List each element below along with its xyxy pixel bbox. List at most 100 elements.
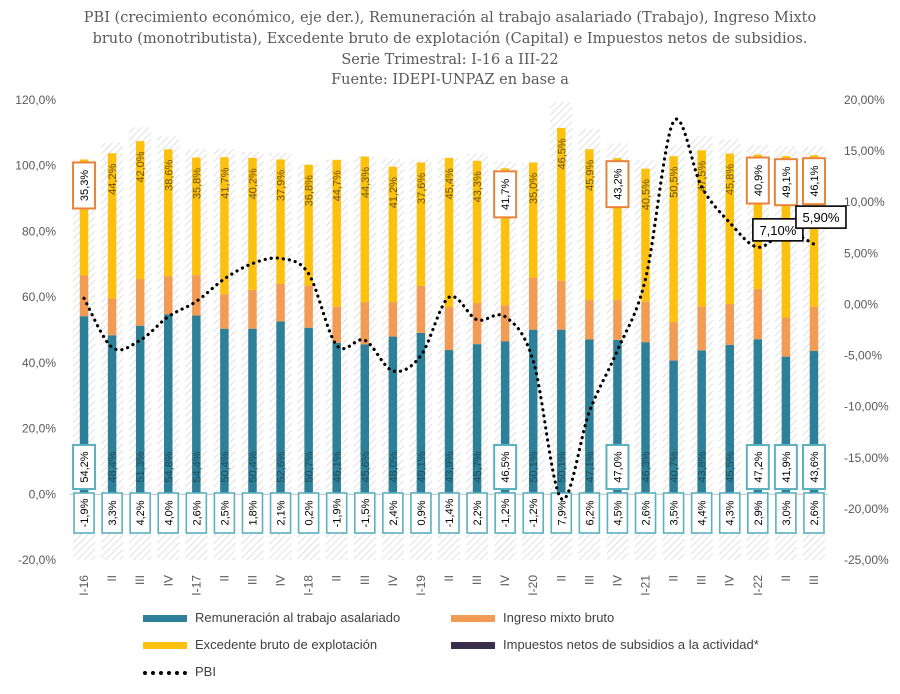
bar-ingreso-mixto <box>528 277 538 330</box>
chart-subtitle: Serie Trimestral: I-16 a III-22 <box>341 52 559 68</box>
impuestos-data-label: 4,2% <box>135 500 147 525</box>
excedente-data-label: 45,8% <box>725 164 737 195</box>
excedente-data-label: 37,6% <box>416 173 428 204</box>
impuestos-label-box <box>718 492 741 534</box>
bar-remuneracion <box>135 325 145 495</box>
bar-ingreso-mixto <box>107 298 117 336</box>
bar-ingreso-mixto <box>809 306 819 352</box>
legend-swatch-ingreso-mixto <box>451 615 495 622</box>
bar-excedente <box>107 153 117 299</box>
remuneracion-data-label: 48,0% <box>388 451 400 482</box>
stacked-bar-chart: -20,0% 0,0% 20,0% 40,0% 60,0% 80,0% 100,0% 120,… <box>15 93 889 596</box>
impuestos-data-label: 2,6% <box>641 500 653 525</box>
excedente-data-label: 46,1% <box>809 165 821 196</box>
bar-excedente <box>79 159 89 276</box>
legend-label-impuestos: Impuestos netos de subsidios a la activi… <box>503 637 759 652</box>
bar-ingreso-mixto <box>135 279 145 326</box>
x-axis-tick-label: I-21 <box>639 575 653 596</box>
right-axis-tick-label: -15,00% <box>844 451 889 465</box>
x-axis-tick-label: III <box>695 575 709 585</box>
x-axis-tick-label: II <box>105 575 119 582</box>
x-axis-tick-label: II <box>779 575 793 582</box>
bar-ingreso-mixto <box>248 289 257 329</box>
x-axis-tick-label: IV <box>274 575 288 586</box>
bar-ingreso-mixto <box>500 305 510 342</box>
left-axis-tick-label: 80,0% <box>22 224 56 238</box>
x-axis-tick-label: I-17 <box>189 575 203 596</box>
impuestos-data-label: -1,5% <box>360 498 372 527</box>
remuneracion-data-label: 47,1% <box>584 451 596 482</box>
impuestos-label-box <box>241 492 264 534</box>
impuestos-label-box <box>662 492 685 534</box>
impuestos-label-box <box>578 492 601 534</box>
excedente-data-label: 40,2% <box>247 168 259 199</box>
bar-excedente <box>725 153 734 305</box>
bar-excedente <box>164 149 173 277</box>
bar-ingreso-mixto <box>444 307 454 351</box>
bar-ingreso-mixto <box>613 300 622 340</box>
impuestos-data-label: 6,2% <box>584 500 596 525</box>
remuneracion-data-label: 54,4% <box>191 451 203 482</box>
bar-excedente <box>248 157 257 290</box>
bar-excedente <box>641 168 650 302</box>
bar-excedente <box>557 127 566 281</box>
impuestos-label-box <box>550 492 573 534</box>
impuestos-data-label: 2,4% <box>388 500 400 525</box>
x-axis-tick-label: I-19 <box>414 575 428 596</box>
bar-excedente <box>388 166 398 303</box>
impuestos-label-box <box>634 492 657 534</box>
bar-remuneracion <box>107 335 117 495</box>
remuneracion-data-label: 40,7% <box>669 451 681 482</box>
excedente-label-box <box>493 170 518 219</box>
remuneracion-data-label: 50,7% <box>304 451 316 482</box>
bar-excedente <box>416 162 426 286</box>
impuestos-data-label: 2,6% <box>191 500 203 525</box>
bar-remuneracion <box>557 329 566 495</box>
remuneracion-data-label: 45,6% <box>360 451 372 482</box>
impuestos-label-box <box>382 492 404 534</box>
bar-excedente <box>669 156 678 323</box>
excedente-label-box <box>72 161 97 210</box>
impuestos-label-box <box>325 492 348 534</box>
legend-swatch-remuneracion <box>143 615 187 622</box>
bar-excedente <box>528 162 538 278</box>
excedente-data-label: 41,7% <box>219 167 231 198</box>
legend-swatch-excedente <box>143 642 187 649</box>
remuneracion-data-label: 46,3% <box>641 451 653 482</box>
bar-ingreso-mixto <box>472 303 482 345</box>
remuneracion-data-label: 41,9% <box>781 451 793 482</box>
legend-swatch-pbi <box>143 671 187 675</box>
impuestos-data-label: 3,3% <box>107 500 119 525</box>
chart-title-line-1: PBI (crecimiento económico, eje der.), R… <box>83 10 817 26</box>
left-axis-tick-label: 40,0% <box>22 356 56 370</box>
remuneracion-label-box <box>801 444 826 490</box>
x-axis-tick-label: IV <box>386 575 400 586</box>
excedente-data-label: 35,8% <box>191 168 203 199</box>
bar-remuneracion <box>613 339 622 495</box>
x-axis-tick-label: II <box>330 575 344 582</box>
x-axis-tick-label: III <box>807 575 821 585</box>
remuneracion-data-label: 50,4% <box>247 451 259 482</box>
excedente-data-label: 42,0% <box>135 151 147 182</box>
right-axis-tick-label: -20,00% <box>844 502 889 516</box>
pbi-callout-label: 5,90% <box>803 210 840 225</box>
bar-ingreso-mixto <box>220 294 229 329</box>
bar-remuneracion <box>669 360 678 495</box>
impuestos-label-box <box>269 492 292 534</box>
legend-label-ingreso-mixto: Ingreso mixto bruto <box>503 610 615 625</box>
excedente-data-label: 44,7% <box>332 170 344 201</box>
legend-swatch-impuestos <box>451 642 495 649</box>
impuestos-data-label: 7,9% <box>556 500 568 525</box>
x-axis-tick-label: IV <box>161 575 175 586</box>
bar-remuneracion <box>444 350 454 495</box>
excedente-data-label: 35,0% <box>528 173 540 204</box>
impuestos-label-box <box>73 492 95 534</box>
x-axis-tick-label: I-22 <box>751 575 765 596</box>
bar-excedente <box>135 141 145 280</box>
x-axis-tick-label: IV <box>610 575 624 586</box>
remuneracion-data-label: 45,7% <box>472 451 484 482</box>
bar-excedente <box>585 149 594 301</box>
bar-ingreso-mixto <box>697 306 706 351</box>
pbi-line <box>82 117 816 501</box>
